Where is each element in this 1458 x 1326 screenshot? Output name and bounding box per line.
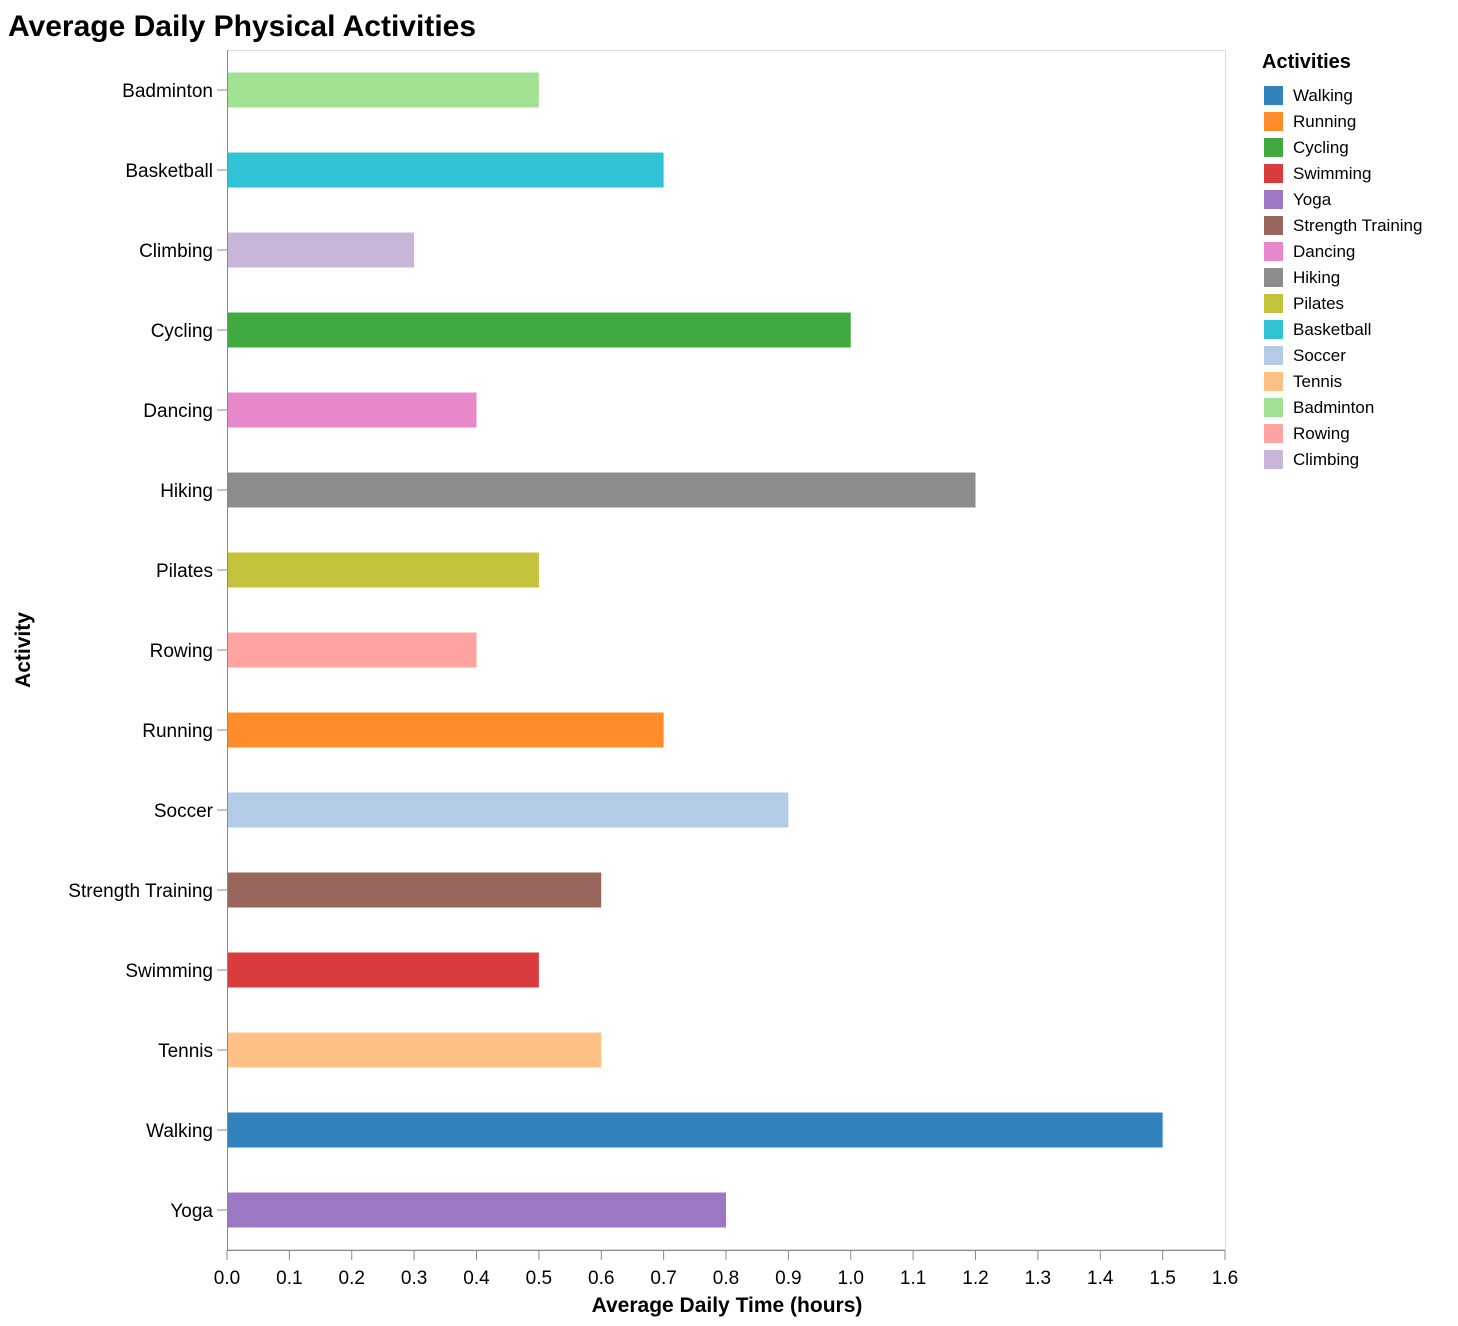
legend-label: Swimming xyxy=(1293,164,1371,183)
legend-label: Climbing xyxy=(1293,450,1359,469)
x-tick-label: 0.7 xyxy=(650,1268,676,1289)
x-tick-label: 0.5 xyxy=(526,1268,552,1289)
y-tick-label: Soccer xyxy=(154,801,214,822)
legend-label: Cycling xyxy=(1293,138,1349,157)
y-tick-label: Rowing xyxy=(150,641,213,662)
bar-yoga xyxy=(227,1192,726,1228)
x-tick-label: 0.4 xyxy=(463,1268,490,1289)
y-tick-label: Tennis xyxy=(158,1041,213,1062)
legend: Activities Walking Running Cycling Swimming… xyxy=(1262,51,1422,469)
y-tick-label: Basketball xyxy=(125,161,213,182)
y-tick-label: Cycling xyxy=(151,321,213,342)
legend-label: Strength Training xyxy=(1293,216,1422,235)
bar-walking xyxy=(227,1112,1163,1148)
legend-label: Soccer xyxy=(1293,346,1346,365)
y-tick-label: Walking xyxy=(146,1121,213,1142)
bar-badminton xyxy=(227,72,539,108)
x-tick-label: 0.6 xyxy=(588,1268,614,1289)
legend-label: Dancing xyxy=(1293,242,1355,261)
x-tick-label: 1.0 xyxy=(838,1268,864,1289)
x-tick-label: 1.2 xyxy=(962,1268,988,1289)
legend-swatch xyxy=(1264,320,1283,339)
x-tick-label: 0.3 xyxy=(401,1268,427,1289)
bar-dancing xyxy=(227,392,477,428)
legend-swatch xyxy=(1264,138,1283,157)
bar-climbing xyxy=(227,232,415,268)
x-tick-label: 1.5 xyxy=(1149,1268,1175,1289)
y-tick-label: Badminton xyxy=(122,81,213,102)
legend-label: Hiking xyxy=(1293,268,1340,287)
legend-swatch xyxy=(1264,424,1283,443)
bar-strength-training xyxy=(227,872,602,908)
legend-label: Badminton xyxy=(1293,398,1374,417)
legend-label: Pilates xyxy=(1293,294,1344,313)
legend-swatch xyxy=(1264,346,1283,365)
legend-swatch xyxy=(1264,294,1283,313)
legend-swatch xyxy=(1264,112,1283,131)
x-tick-label: 0.2 xyxy=(339,1268,365,1289)
y-tick-label: Yoga xyxy=(170,1201,213,1222)
bar-cycling xyxy=(227,312,851,348)
y-tick-label: Pilates xyxy=(156,561,213,582)
bar-basketball xyxy=(227,152,664,188)
bar-soccer xyxy=(227,792,789,828)
chart-title: Average Daily Physical Activities xyxy=(8,10,476,43)
x-tick-label: 0.0 xyxy=(214,1268,240,1289)
x-tick-label: 0.1 xyxy=(276,1268,302,1289)
bars-layer xyxy=(227,72,1163,1228)
legend-swatch xyxy=(1264,268,1283,287)
x-tick-label: 0.8 xyxy=(713,1268,739,1289)
bar-rowing xyxy=(227,632,477,668)
legend-swatch xyxy=(1264,242,1283,261)
legend-swatch xyxy=(1264,86,1283,105)
legend-label: Rowing xyxy=(1293,424,1350,443)
y-tick-label: Hiking xyxy=(160,481,213,502)
bar-running xyxy=(227,712,664,748)
bar-hiking xyxy=(227,472,976,508)
x-tick-label: 1.6 xyxy=(1212,1268,1238,1289)
legend-swatch xyxy=(1264,398,1283,417)
legend-swatch xyxy=(1264,216,1283,235)
y-tick-label: Swimming xyxy=(125,961,213,982)
legend-label: Yoga xyxy=(1293,190,1332,209)
legend-label: Tennis xyxy=(1293,372,1342,391)
bar-swimming xyxy=(227,952,539,988)
legend-label: Basketball xyxy=(1293,320,1371,339)
y-tick-label: Running xyxy=(142,721,213,742)
y-tick-label: Dancing xyxy=(143,401,213,422)
x-axis: 0.0 0.1 0.2 0.3 0.4 0.5 0.6 0.7 0.8 0.9 1.0 1.1 1.2 1… xyxy=(214,1250,1238,1289)
legend-swatch xyxy=(1264,372,1283,391)
legend-label: Running xyxy=(1293,112,1356,131)
x-tick-label: 1.1 xyxy=(900,1268,926,1289)
legend-items: Walking Running Cycling Swimming Yoga Strengt… xyxy=(1264,86,1422,469)
x-tick-label: 1.3 xyxy=(1025,1268,1051,1289)
bar-pilates xyxy=(227,552,539,588)
legend-swatch xyxy=(1264,190,1283,209)
legend-swatch xyxy=(1264,164,1283,183)
legend-swatch xyxy=(1264,450,1283,469)
bar-tennis xyxy=(227,1032,602,1068)
x-tick-label: 1.4 xyxy=(1087,1268,1114,1289)
legend-title: Activities xyxy=(1262,51,1351,73)
y-tick-label: Climbing xyxy=(139,241,213,262)
legend-label: Walking xyxy=(1293,86,1353,105)
x-tick-label: 0.9 xyxy=(775,1268,801,1289)
y-axis: Badminton Basketball Climbing Cycling Dancin… xyxy=(68,50,228,1250)
y-tick-label: Strength Training xyxy=(68,881,213,902)
y-axis-title: Activity xyxy=(12,612,35,688)
x-axis-title: Average Daily Time (hours) xyxy=(592,1294,863,1317)
